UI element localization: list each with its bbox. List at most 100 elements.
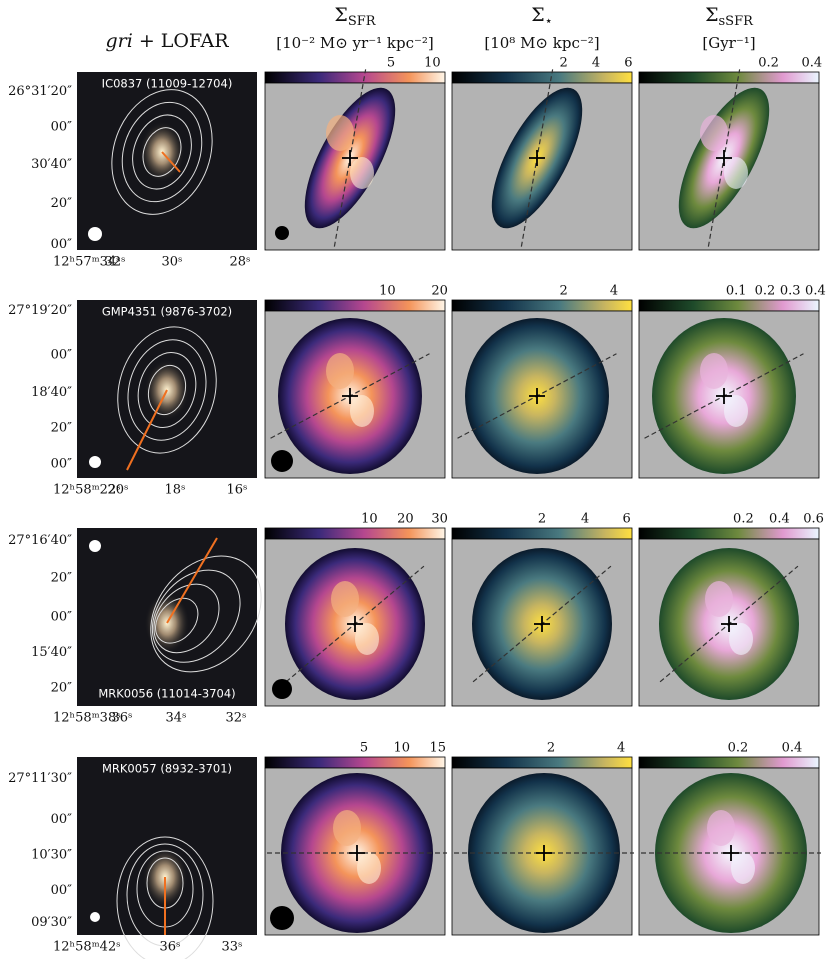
radio-contour	[132, 114, 192, 190]
colorbar	[451, 71, 633, 84]
radio-contour	[127, 339, 207, 441]
dec-tick: 20″	[51, 196, 73, 211]
dec-tick: 00″	[51, 456, 73, 471]
colorbar	[451, 299, 633, 312]
colorbar-tick: 4	[610, 284, 618, 299]
colorbar-tick: 5	[387, 56, 395, 71]
ra-tick: 12ʰ58ᵐ42ˢ	[53, 940, 121, 955]
colorbar-tick: 15	[430, 741, 447, 756]
emission-knot	[326, 115, 354, 151]
text-part: ⋆	[545, 14, 553, 29]
colorbar-tick: 10	[361, 512, 378, 527]
beam	[88, 227, 102, 241]
emission-knot	[331, 581, 359, 617]
beam	[90, 912, 100, 922]
column-header: Σ⋆	[531, 4, 553, 29]
beam	[270, 906, 294, 930]
radio-contour	[121, 101, 203, 203]
colorbar-tick: 20	[431, 284, 448, 299]
emission-knot	[355, 623, 379, 655]
radio-contour	[111, 89, 213, 215]
dec-tick: 20″	[51, 681, 73, 696]
colorbar	[638, 527, 820, 540]
ra-tick: 20ˢ	[108, 483, 129, 498]
colorbar-tick: 20	[397, 512, 414, 527]
ra-tick: 32ˢ	[226, 711, 247, 726]
colorbar-tick: 0.6	[803, 512, 824, 527]
ra-tick: 30ˢ	[162, 255, 183, 270]
colorbar-tick: 4	[581, 512, 589, 527]
dec-tick: 27°16′40″	[8, 533, 72, 548]
emission-knot	[333, 810, 361, 846]
emission-knot	[729, 623, 753, 655]
column-header: ΣsSFR	[705, 4, 754, 29]
colorbar-tick: 0.2	[728, 741, 749, 756]
radio-contour	[155, 597, 199, 644]
ra-tick: 12ʰ58ᵐ22ˢ	[53, 483, 121, 498]
column-units: [10⁸ M⊙ kpc⁻²]	[484, 34, 599, 52]
emission-knot	[350, 395, 374, 427]
emission-knot	[724, 157, 748, 189]
emission-knot	[707, 810, 735, 846]
colorbar	[638, 299, 820, 312]
beam	[275, 226, 289, 240]
radio-contour	[116, 836, 214, 959]
colorbar-tick: 2	[538, 512, 546, 527]
dec-tick: 00″	[51, 237, 73, 252]
text-part: Σ	[531, 4, 544, 26]
emission-knot	[350, 157, 374, 189]
text-part: gri	[105, 30, 132, 52]
column-units: [Gyr⁻¹]	[702, 34, 755, 52]
text-part: Σ	[334, 4, 347, 26]
dec-tick: 26°31′20″	[8, 84, 72, 99]
tail-direction	[166, 537, 218, 624]
dec-tick: 27°19′20″	[8, 303, 72, 318]
radio-contour	[126, 843, 204, 947]
ra-tick: 12ʰ57ᵐ34ˢ	[53, 255, 121, 270]
tail-direction	[161, 151, 181, 173]
dec-tick: 00″	[51, 883, 73, 898]
colorbar-tick: 0.2	[733, 512, 754, 527]
colorbar-tick: 0.4	[769, 512, 790, 527]
colorbar-tick: 4	[617, 741, 625, 756]
radio-contour	[117, 326, 217, 454]
ra-tick: 12ʰ58ᵐ38ˢ	[53, 711, 121, 726]
beam	[89, 456, 101, 468]
colorbar	[451, 527, 633, 540]
radio-contour	[147, 364, 187, 416]
colorbar-tick: 2	[559, 56, 567, 71]
emission-knot	[731, 852, 755, 884]
dec-tick: 30′40″	[31, 157, 72, 172]
colorbar-tick: 0.4	[782, 741, 803, 756]
colorbar-tick: 4	[592, 56, 600, 71]
colorbar-tick: 2	[559, 284, 567, 299]
ra-tick: 18ˢ	[165, 483, 186, 498]
galaxy-name: MRK0057 (8932-3701)	[102, 762, 232, 776]
radio-contour	[153, 583, 220, 654]
dec-tick: 00″	[51, 812, 73, 827]
text-part: Σ	[705, 4, 718, 26]
text-part: + LOFAR	[133, 30, 229, 52]
colorbar-tick: 6	[622, 512, 630, 527]
colorbar	[264, 71, 446, 84]
dec-tick: 00″	[51, 610, 73, 625]
emission-knot	[724, 395, 748, 427]
ra-tick: 36ˢ	[112, 711, 133, 726]
colorbar-tick: 10	[424, 56, 441, 71]
colorbar-tick: 0.4	[805, 284, 826, 299]
ra-tick: 32ˢ	[105, 255, 126, 270]
radio-contour	[150, 555, 262, 673]
colorbar-tick: 10	[394, 741, 411, 756]
galaxy-name: IC0837 (11009-12704)	[102, 77, 233, 91]
beam	[271, 450, 293, 472]
dec-tick: 15′40″	[31, 645, 72, 660]
ra-tick: 16ˢ	[227, 483, 248, 498]
dec-tick: 18′40″	[31, 385, 72, 400]
emission-knot	[700, 353, 728, 389]
dec-tick: 20″	[51, 570, 73, 585]
dec-tick: 00″	[51, 348, 73, 363]
dec-tick: 27°11′30″	[8, 771, 72, 786]
text-part: SFR	[348, 14, 377, 29]
column-header: gri + LOFAR	[105, 30, 229, 52]
